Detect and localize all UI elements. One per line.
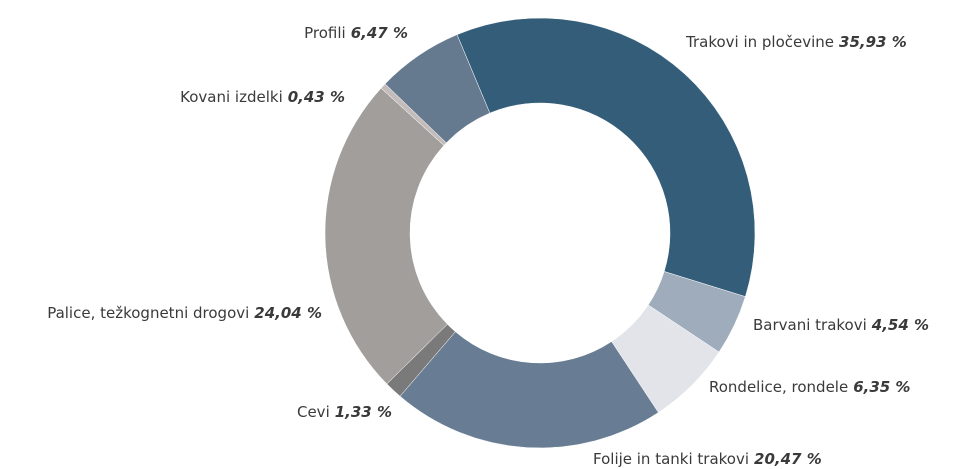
value-label: 6,35 %: [853, 378, 910, 396]
value-label: 4,54 %: [871, 316, 929, 334]
donut-segment: [384, 34, 491, 144]
category-name: Trakovi in pločevine: [685, 33, 834, 51]
segment-label: Cevi 1,33 %: [297, 403, 392, 421]
segment-label: Profili 6,47 %: [304, 24, 408, 42]
value-label: 6,47 %: [351, 24, 408, 42]
segment-label: Rondelice, rondele 6,35 %: [709, 378, 910, 396]
value-label: 24,04 %: [254, 304, 322, 322]
category-name: Barvani trakovi: [753, 316, 867, 334]
category-name: Cevi: [297, 403, 330, 421]
category-name: Palice, težkognetni drogovi: [47, 304, 249, 322]
value-label: 20,47 %: [754, 450, 822, 468]
category-name: Folije in tanki trakovi: [593, 450, 749, 468]
category-name: Profili: [304, 24, 346, 42]
segment-label: Barvani trakovi 4,54 %: [753, 316, 929, 334]
category-name: Rondelice, rondele: [709, 378, 848, 396]
donut-segment: [399, 331, 659, 449]
category-name: Kovani izdelki: [180, 88, 283, 106]
segment-label: Folije in tanki trakovi 20,47 %: [593, 450, 822, 468]
value-label: 0,43 %: [288, 88, 345, 106]
segment-label: Kovani izdelki 0,43 %: [180, 88, 345, 106]
value-label: 35,93 %: [839, 33, 907, 51]
donut-segment: [324, 87, 448, 385]
value-label: 1,33 %: [335, 403, 392, 421]
segment-label: Trakovi in pločevine 35,93 %: [685, 33, 907, 51]
donut-segment: [456, 17, 756, 297]
segment-label: Palice, težkognetni drogovi 24,04 %: [47, 304, 322, 322]
